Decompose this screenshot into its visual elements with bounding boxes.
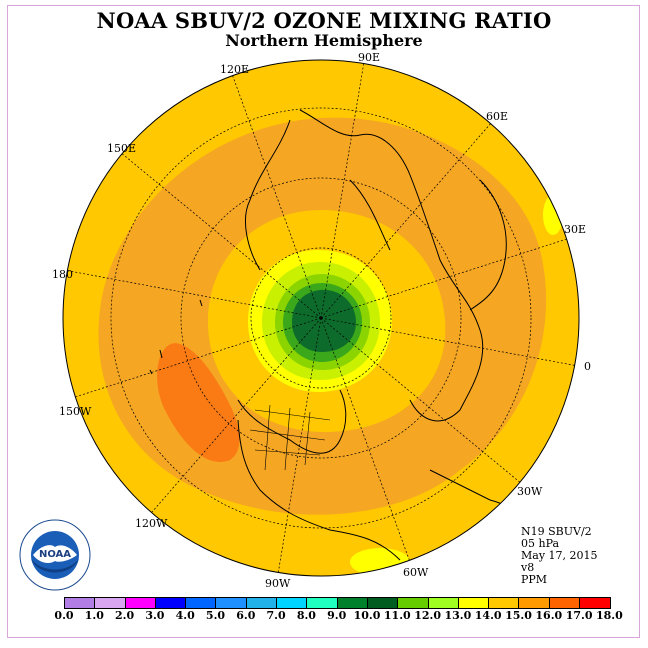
- noaa-logo-text: NOAA: [39, 549, 71, 560]
- colorbar-tick-label: 6.0: [236, 609, 256, 622]
- lon-label-120e: 120E: [220, 63, 250, 76]
- colorbar-swatch: [398, 598, 429, 608]
- colorbar-swatch: [277, 598, 308, 608]
- map-border: [62, 59, 580, 577]
- colorbar-swatch: [216, 598, 247, 608]
- colorbar-swatch: [580, 598, 611, 608]
- state-borders: [249, 404, 331, 471]
- map-subtitle: Northern Hemisphere: [225, 31, 423, 50]
- info-date: May 17, 2015: [521, 549, 598, 562]
- colorbar-tick-label: 16.0: [535, 609, 563, 622]
- colorbar-swatch: [519, 598, 550, 608]
- colorbar-tick-label: 9.0: [327, 609, 347, 622]
- colorbar-tick-label: 15.0: [505, 609, 532, 622]
- colorbar-swatch: [489, 598, 520, 608]
- info-version: v8: [521, 561, 535, 574]
- colorbar-tick-label: 5.0: [205, 609, 226, 622]
- graticule: [63, 61, 579, 575]
- lon-label-30e: 30E: [564, 223, 587, 236]
- ozone-patch-13-south: [350, 548, 410, 576]
- colorbar-tick-label: 1.0: [84, 609, 104, 622]
- lon-label-180: 180: [52, 268, 73, 281]
- lon-label-120w: 120W: [135, 517, 168, 530]
- colorbar-tick-label: 7.0: [266, 609, 286, 622]
- colorbar-tick-label: 0.0: [54, 609, 74, 622]
- colorbar-tick-label: 14.0: [474, 609, 502, 622]
- colorbar-swatch: [549, 598, 581, 608]
- colorbar-tick-label: 18.0: [595, 609, 623, 622]
- colorbar-swatch: [155, 598, 187, 608]
- lon-label-60e: 60E: [486, 110, 509, 123]
- colorbar-swatch: [428, 598, 459, 608]
- colorbar: [64, 597, 612, 609]
- colorbar-tick-label: 12.0: [414, 609, 441, 622]
- colorbar-swatch: [458, 598, 490, 608]
- colorbar-swatch: [367, 598, 399, 608]
- figure-frame: [7, 5, 640, 638]
- colorbar-tick-label: 13.0: [444, 609, 472, 622]
- colorbar-tick-label: 2.0: [115, 609, 135, 622]
- ozone-patch-13-east: [543, 195, 563, 235]
- colorbar-swatch: [125, 598, 156, 608]
- lon-label-150e: 150E: [107, 142, 137, 155]
- noaa-logo: NOAA: [19, 519, 91, 591]
- lon-label-90w: 90W: [265, 577, 291, 590]
- colorbar-tick-label: 4.0: [175, 609, 195, 622]
- info-units: PPM: [521, 573, 548, 586]
- colorbar-swatch: [307, 598, 338, 608]
- lon-label-30w: 30W: [517, 485, 543, 498]
- lon-label-90e: 90E: [358, 51, 381, 64]
- colorbar-tick-label: 8.0: [296, 609, 316, 622]
- colorbar-swatch: [246, 598, 278, 608]
- ozone-band-16: [157, 343, 240, 462]
- lon-label-60w: 60W: [403, 566, 429, 579]
- colorbar-tick-label: 17.0: [565, 609, 593, 622]
- info-level: 05 hPa: [521, 537, 560, 550]
- colorbar-tick-label: 11.0: [383, 609, 411, 622]
- colorbar-tick-label: 3.0: [145, 609, 165, 622]
- colorbar-swatch: [337, 598, 368, 608]
- colorbar-labels: 0.0 1.0 2.0 3.0 4.0 5.0 6.0 7.0 8.0 9.0 10.0 11.0 12…: [50, 609, 622, 623]
- map-title: NOAA SBUV/2 OZONE MIXING RATIO: [96, 8, 552, 33]
- colorbar-swatch: [65, 598, 96, 608]
- colorbar-swatch: [95, 598, 126, 608]
- colorbar-swatch: [186, 598, 217, 608]
- colorbar-tick-label: 10.0: [353, 609, 381, 622]
- map-info: N19 SBUV/2 05 hPa May 17, 2015 v8 PPM: [521, 526, 598, 586]
- lon-label-150w: 150W: [59, 405, 92, 418]
- coastlines: [149, 109, 531, 561]
- info-instrument: N19 SBUV/2: [521, 525, 592, 538]
- lon-label-0: 0: [584, 360, 591, 373]
